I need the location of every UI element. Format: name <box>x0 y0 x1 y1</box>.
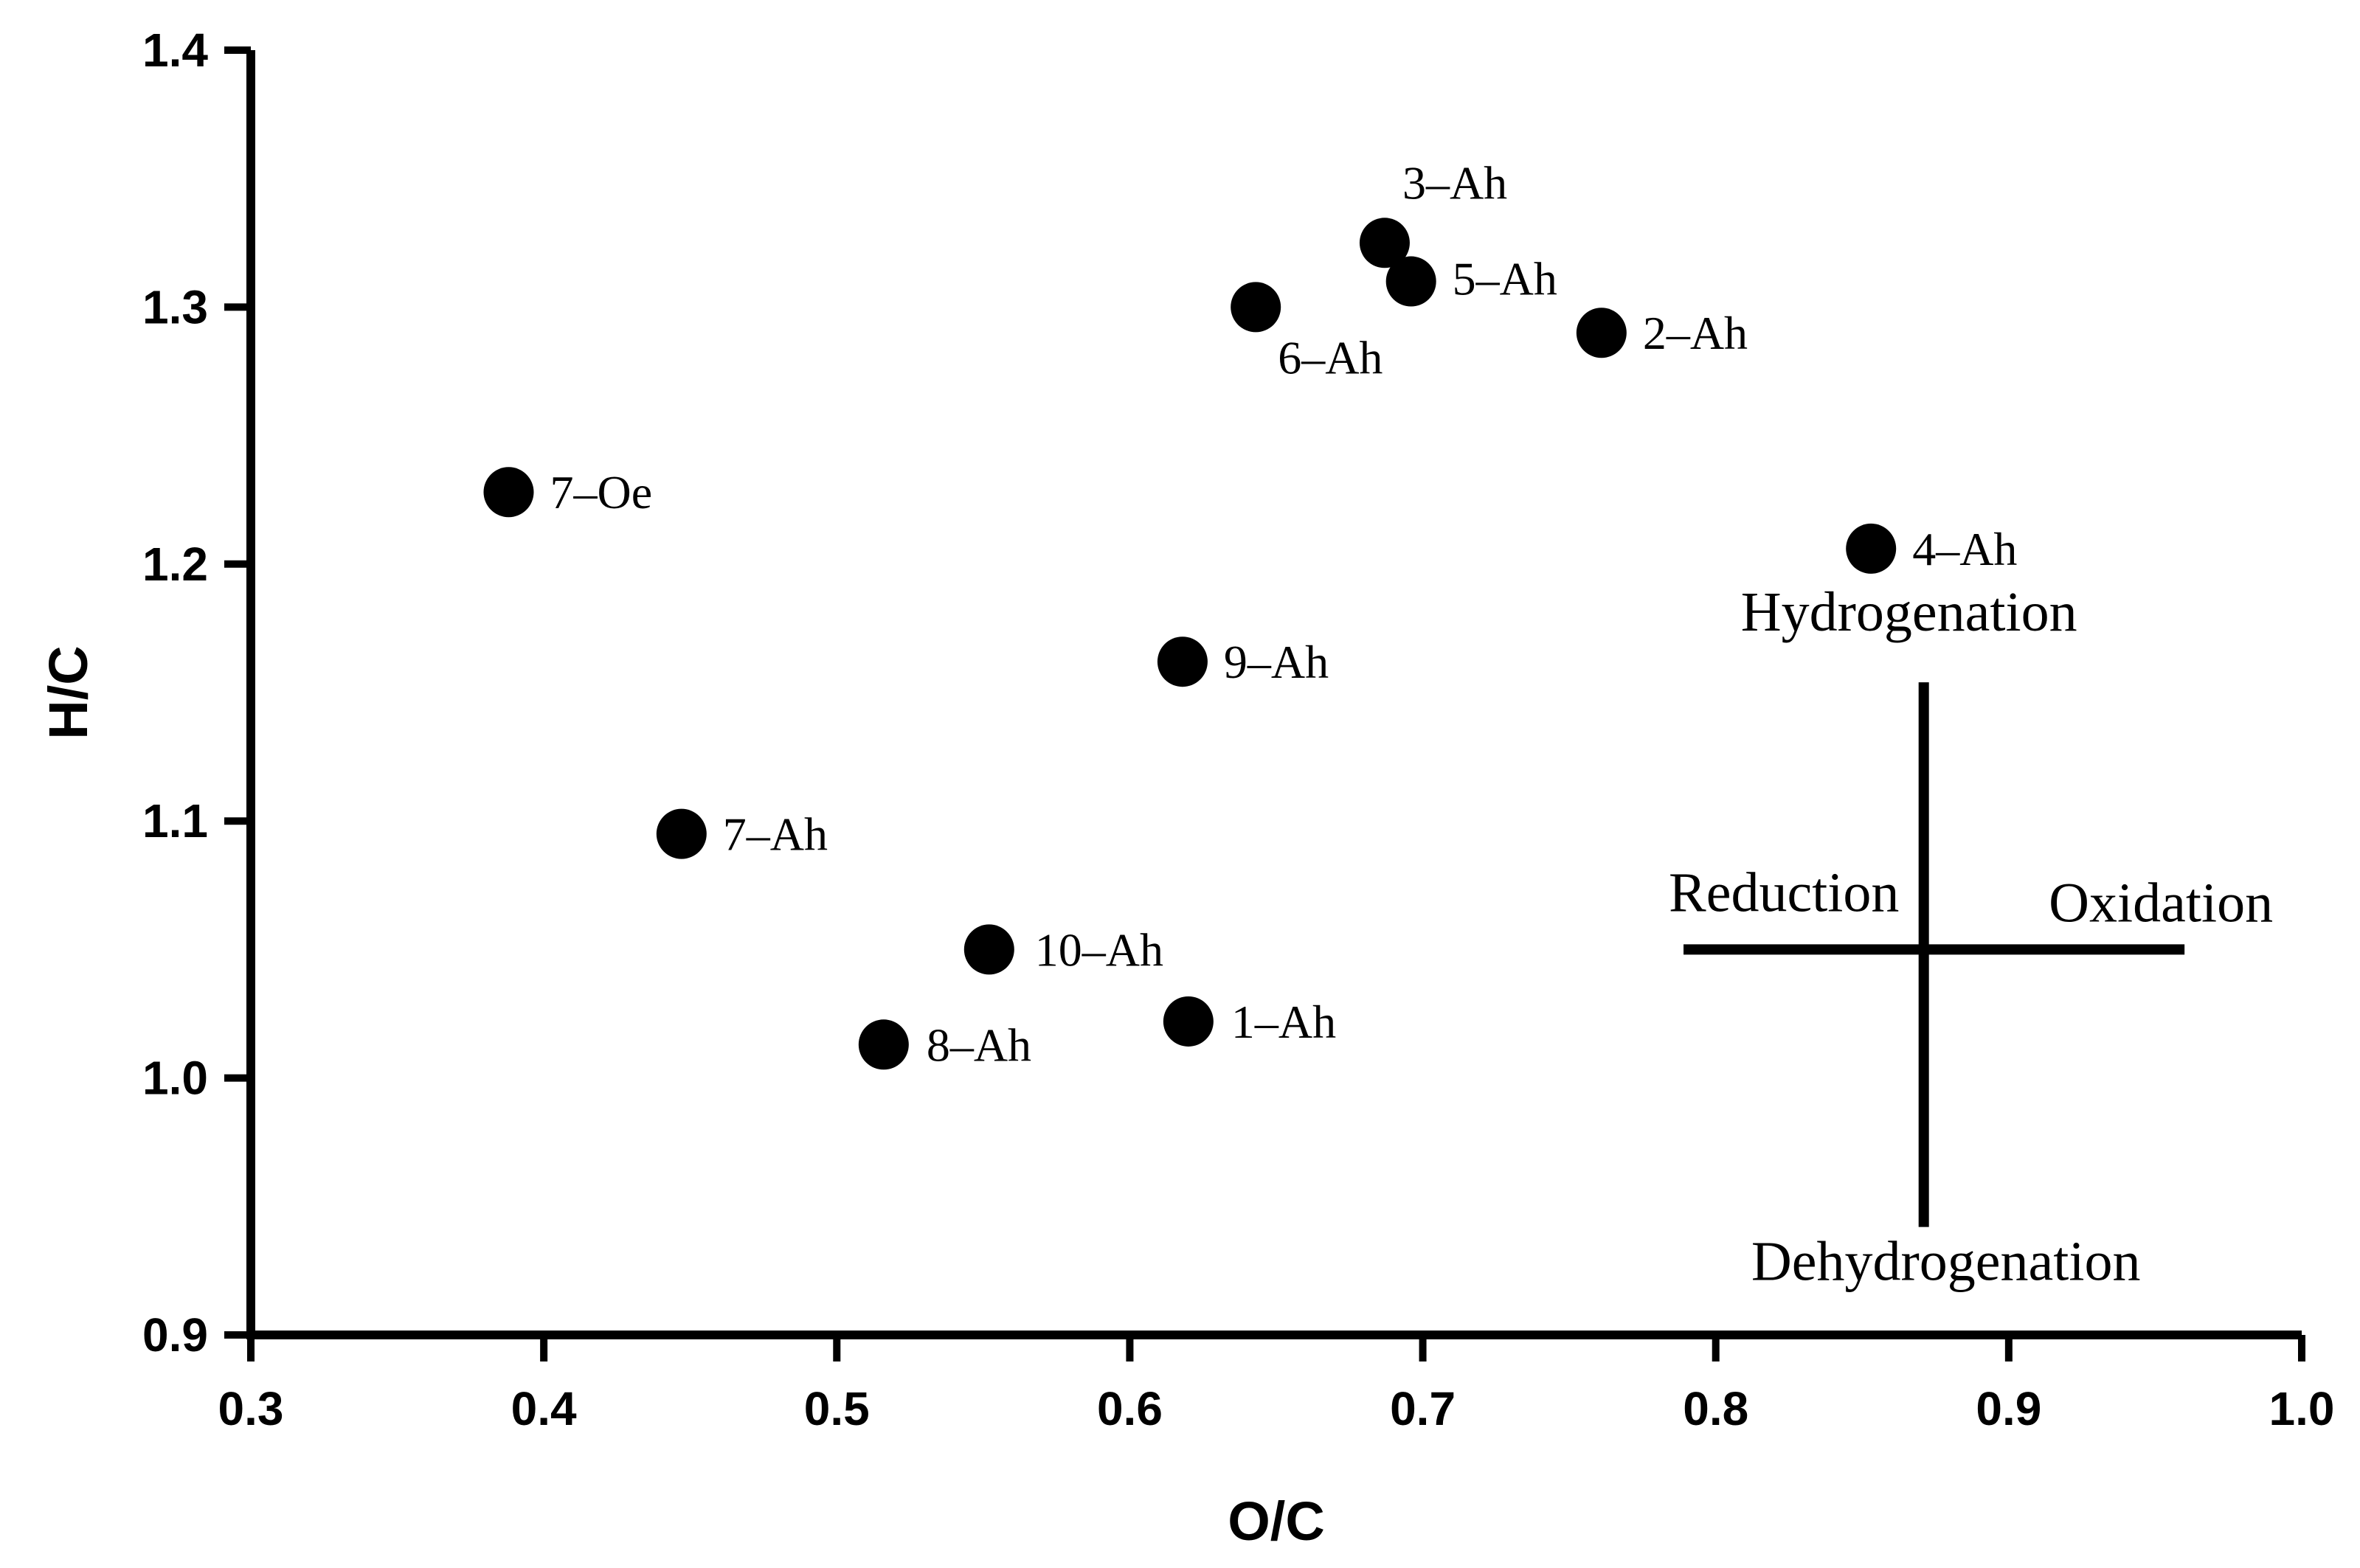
x-tick-label: 0.8 <box>1683 1382 1748 1435</box>
annotation-label-oxidation: Oxidation <box>2049 872 2273 934</box>
point-label: 4–Ah <box>1912 523 2017 575</box>
x-tick-label: 0.9 <box>1976 1382 2041 1435</box>
data-point <box>483 467 534 518</box>
y-tick-label: 1.4 <box>142 24 208 77</box>
point-label: 8–Ah <box>927 1019 1031 1071</box>
data-points: 3–Ah 5–Ah 6–Ah 2–Ah 7–Oe 4–Ah 9–Ah 7–Ah 10–Ah 1–A… <box>483 156 2017 1071</box>
annotation-label-hydrogenation: Hydrogenation <box>1741 581 2077 643</box>
x-tick-label: 1.0 <box>2269 1382 2335 1435</box>
point-label: 6–Ah <box>1278 331 1383 384</box>
data-point <box>656 808 707 859</box>
y-axis-title: H/C <box>38 645 99 739</box>
point-label: 9–Ah <box>1224 636 1329 688</box>
data-point <box>1385 256 1436 307</box>
point-label: 1–Ah <box>1231 996 1336 1048</box>
point-label: 10–Ah <box>1035 923 1163 976</box>
point-label: 3–Ah <box>1402 156 1507 209</box>
data-point <box>1163 996 1214 1047</box>
axes <box>246 50 2302 1339</box>
point-label: 2–Ah <box>1643 307 1748 359</box>
y-tick-label: 1.1 <box>142 794 208 847</box>
y-tick-label: 0.9 <box>142 1308 208 1361</box>
point-label: 5–Ah <box>1453 253 1557 305</box>
x-tick-label: 0.7 <box>1390 1382 1456 1435</box>
y-tick-label: 1.2 <box>142 538 208 591</box>
x-tick-label: 0.5 <box>804 1382 870 1435</box>
point-label: 7–Oe <box>550 466 652 518</box>
y-tick-label: 1.0 <box>142 1052 208 1105</box>
data-point <box>1231 282 1281 333</box>
data-point <box>858 1019 909 1070</box>
x-tick-label: 0.3 <box>218 1382 284 1435</box>
data-point <box>1359 218 1410 268</box>
direction-annotation: Hydrogenation Dehydrogenation Reduction Oxi… <box>1669 581 2273 1293</box>
annotation-label-reduction: Reduction <box>1669 861 1899 923</box>
data-point <box>1576 308 1627 358</box>
data-point <box>1157 636 1208 687</box>
point-label: 7–Ah <box>723 808 828 861</box>
ticks: 0.3 0.4 0.5 0.6 0.7 0.8 0.9 1.0 0.9 1.0 1.1 1.2 1.3 1… <box>142 24 2334 1435</box>
y-tick-label: 1.3 <box>142 280 208 333</box>
x-axis-title: O/C <box>1228 1491 1325 1552</box>
x-tick-label: 0.4 <box>511 1382 577 1435</box>
data-point <box>1846 523 1897 574</box>
annotation-label-dehydrogenation: Dehydrogenation <box>1751 1231 2141 1293</box>
data-point <box>963 924 1014 975</box>
x-tick-label: 0.6 <box>1097 1382 1163 1435</box>
